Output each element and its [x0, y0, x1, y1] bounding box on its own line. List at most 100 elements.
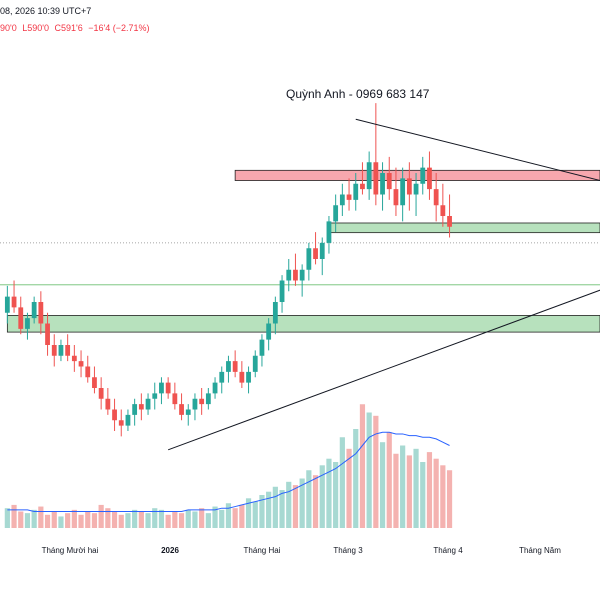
- trendline: [167, 289, 600, 451]
- candle-body: [145, 398, 151, 410]
- candle-body: [132, 404, 138, 415]
- volume-bar: [339, 437, 345, 528]
- candle-body: [339, 194, 345, 206]
- candle-body: [192, 398, 198, 410]
- candle-body: [433, 189, 439, 206]
- volume-bar: [51, 511, 57, 528]
- candle-body: [413, 183, 419, 195]
- candle-body: [360, 183, 365, 190]
- candle-body: [252, 355, 258, 372]
- volume-bar: [172, 511, 178, 528]
- volume-bar: [158, 509, 165, 528]
- candle-body: [172, 393, 178, 405]
- x-axis-label: 2026: [161, 546, 179, 555]
- volume-bar: [71, 509, 77, 528]
- candle-body: [447, 216, 452, 227]
- trendline: [355, 118, 600, 181]
- chart-date-header: 08, 2026 10:39 UTC+7: [0, 6, 92, 16]
- volume-bar: [259, 495, 265, 528]
- volume-bar: [379, 442, 386, 528]
- candle-body: [353, 183, 359, 200]
- volume-bar: [299, 478, 305, 528]
- candle-body: [4, 296, 10, 313]
- volume-bar: [18, 511, 24, 528]
- candle-body: [138, 404, 144, 410]
- candle-body: [393, 189, 399, 206]
- author-watermark: Quỳnh Anh - 0969 683 147: [286, 87, 430, 101]
- candle-body: [212, 382, 218, 394]
- candle-body: [112, 409, 117, 421]
- candle-body: [266, 323, 272, 340]
- volume-bar: [152, 508, 158, 528]
- candle-body: [272, 302, 278, 324]
- volume-bar: [266, 491, 272, 528]
- volume-bar: [413, 448, 419, 528]
- volume-bar: [91, 513, 98, 528]
- volume-ma-line: [7, 431, 450, 512]
- volume-bar: [279, 490, 285, 528]
- candle-body: [179, 404, 184, 415]
- candle-body: [386, 173, 392, 190]
- candle-body: [199, 398, 205, 405]
- candle-body: [105, 398, 111, 410]
- volume-bar: [199, 508, 205, 528]
- candle-body: [11, 296, 17, 308]
- candle-body: [219, 371, 225, 383]
- candle-body: [226, 361, 231, 372]
- volume-bar: [359, 404, 366, 528]
- volume-bar: [138, 511, 144, 528]
- ohlc-readout: 90'0 L590'0 C591'6 −16'4 (−2.71%): [0, 23, 153, 33]
- volume-bar: [145, 513, 151, 528]
- candle-body: [205, 393, 211, 405]
- candle-body: [326, 221, 332, 243]
- volume-bar: [232, 508, 238, 528]
- volume-bar: [65, 513, 71, 528]
- candle-body: [400, 178, 406, 206]
- candle-body: [366, 162, 372, 190]
- volume-bar: [4, 508, 10, 528]
- volume-bar: [386, 432, 392, 528]
- volume-bar: [326, 458, 332, 528]
- candle-body: [313, 248, 318, 259]
- volume-bar: [346, 448, 352, 528]
- volume-bar: [219, 509, 225, 528]
- candlesticks: [4, 103, 452, 437]
- candle-body: [373, 162, 379, 195]
- candle-body: [18, 307, 24, 329]
- volume-bar: [366, 412, 372, 528]
- time-axis: Tháng Mười hai 2026 Tháng Hai Tháng 3 Tháng …: [42, 546, 562, 555]
- volume-bar: [319, 465, 325, 528]
- candle-body: [45, 323, 50, 345]
- candle-body: [152, 393, 158, 399]
- candle-body: [293, 269, 298, 281]
- volume-moving-average: [7, 431, 450, 512]
- volume-bar: [11, 504, 17, 528]
- x-axis-label: Tháng 3: [333, 546, 363, 555]
- ohlc-low: L590'0: [22, 23, 49, 33]
- candle-body: [25, 318, 30, 329]
- candle-body: [259, 339, 265, 356]
- candle-body: [92, 377, 97, 388]
- x-axis-label: Tháng 4: [433, 546, 463, 555]
- candle-body: [246, 371, 251, 383]
- volume-bar: [353, 429, 359, 528]
- candle-body: [299, 269, 305, 281]
- volume-bar: [239, 504, 245, 528]
- candle-body: [306, 248, 312, 270]
- volume-bar: [38, 506, 44, 528]
- volume-bar: [85, 511, 91, 528]
- candle-body: [31, 302, 37, 319]
- volume-bar: [292, 485, 299, 528]
- candle-body: [185, 409, 191, 415]
- x-axis-label: Tháng Mười hai: [42, 546, 99, 555]
- candle-body: [125, 414, 131, 426]
- volume-bar: [44, 514, 51, 528]
- candle-body: [65, 345, 71, 356]
- support-zone: [6, 315, 600, 333]
- volume-bar: [252, 501, 258, 528]
- volume-bar: [312, 475, 319, 528]
- volume-bar: [426, 452, 433, 528]
- price-zones: [6, 169, 600, 333]
- candle-body: [78, 361, 84, 367]
